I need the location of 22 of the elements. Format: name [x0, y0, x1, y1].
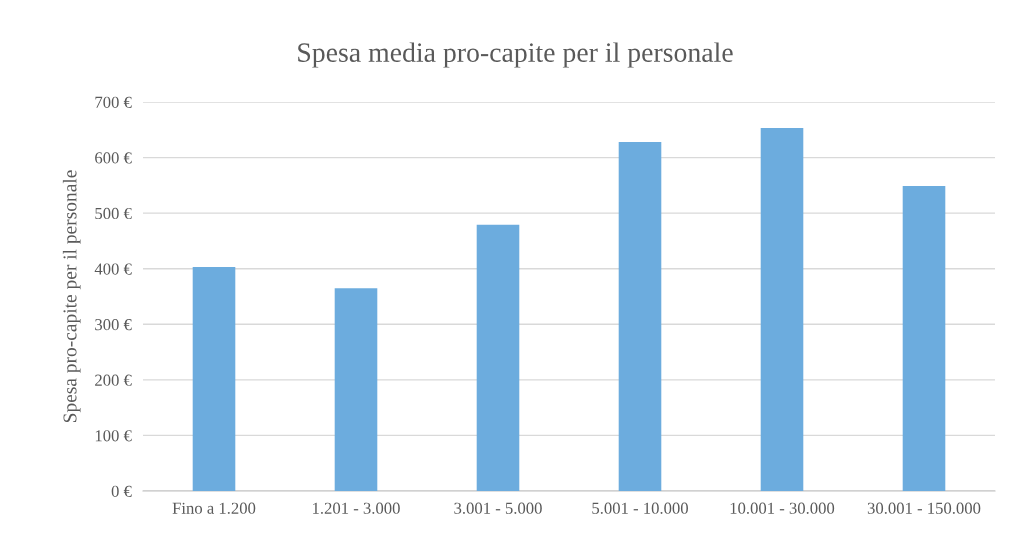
x-tick-label: 10.001 - 30.000 [730, 502, 835, 514]
bar [476, 224, 520, 491]
y-tick-label: 0 € [111, 485, 132, 497]
bar [760, 128, 804, 491]
y-tick-label: 700 € [95, 96, 132, 108]
bar [334, 288, 378, 491]
y-tick-label: 600 € [95, 152, 132, 164]
y-tick-label: 300 € [95, 318, 132, 331]
x-tick-label: 3.001 - 5.000 [454, 502, 542, 514]
y-tick-label: 200 € [95, 374, 132, 386]
chart-title: Spesa media pro-capite per il personale [298, 42, 733, 68]
bar [902, 185, 946, 491]
y-tick-label: 100 € [95, 430, 132, 442]
x-tick-label: 1.201 - 3.000 [313, 502, 400, 514]
bar [192, 267, 236, 491]
y-axis-title: Spesa pro-capite per il personale [62, 170, 81, 423]
x-tick-label: Fino a 1.200 [172, 502, 256, 514]
bar [618, 142, 662, 491]
y-tick-label: 400 € [94, 263, 132, 275]
x-tick-label: 5.001 - 10.000 [592, 502, 688, 514]
x-tick-label: 30.001 - 150.000 [867, 502, 981, 514]
y-tick-label: 500 € [95, 207, 132, 220]
